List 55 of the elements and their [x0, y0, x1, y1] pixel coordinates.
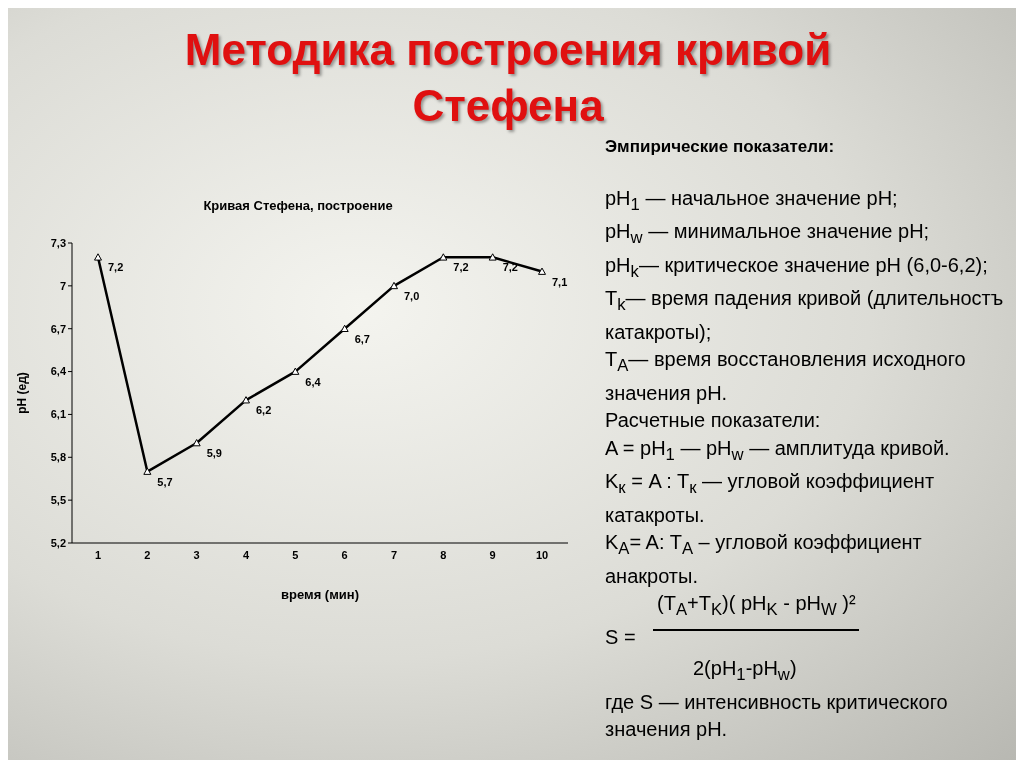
- point: [94, 253, 102, 261]
- point: [192, 439, 201, 447]
- text: K$_{A}$= A: T$_{A}$ – угловой коэффициент анакроты.: [605, 530, 923, 589]
- data-label: 6,7: [354, 332, 370, 345]
- text: 2(pH$_{1}$-pH$_{w}$): [692, 656, 798, 686]
- y-tick-label: 7: [59, 279, 66, 292]
- text: (T$_{A}$+T$_{K}$)( pH$_{K}$ - pH$_{W}$ )²: [657, 592, 856, 619]
- y-tick-label: 6,7: [50, 322, 66, 335]
- point: [488, 253, 497, 261]
- data-label: 7,2: [453, 261, 469, 274]
- x-tick-label: 10: [535, 548, 549, 561]
- point: [390, 281, 398, 290]
- data-label: 7,0: [404, 289, 420, 302]
- text: pH$_{w}$ — минимальное значение pH;: [605, 219, 931, 249]
- point: [291, 367, 300, 375]
- data-label: 6,4: [305, 375, 322, 388]
- text: K$_{к}$ = A : T$_{к}$ — угловой коэффициент катакроты.: [605, 469, 936, 528]
- x-tick-label: 4: [242, 548, 250, 561]
- chart-title: Методика построения кривой Стефена: [183, 24, 833, 132]
- chart-subtitle: Кривая Стефена, построение: [202, 198, 394, 213]
- y-axis-title: pH (ед): [15, 372, 30, 414]
- y-tick-label: 5,2: [50, 536, 66, 549]
- text: pH$_{k}$— критическое значение pH (6,0-6,2);: [605, 252, 989, 283]
- x-tick-label: 3: [193, 548, 200, 561]
- text: pH$_{1}$ — начальное значение pH;: [605, 185, 899, 216]
- text: Эмпирические показатели:: [605, 136, 836, 158]
- point: [439, 253, 448, 261]
- y-tick-label: 5,5: [50, 494, 66, 507]
- text: A = pH$_{1}$ — pH$_{w}$ — амплитуда кривой.: [605, 435, 951, 466]
- y-tick-label: 5,8: [50, 451, 66, 464]
- x-tick-label: 9: [489, 548, 496, 561]
- point: [538, 267, 546, 275]
- data-label: 6,2: [256, 404, 272, 417]
- data-label: 5,7: [157, 475, 173, 488]
- data-label: 7,2: [108, 261, 124, 274]
- text: где S — интенсивность критического значения pH.: [605, 689, 949, 742]
- x-tick-label: 1: [94, 548, 102, 561]
- text: Расчетные показатели:: [605, 408, 822, 433]
- text: T$_{A}$— время восстановления исходного значения pH.: [605, 347, 967, 406]
- data-label: 5,9: [206, 447, 222, 459]
- text: S =: [605, 624, 637, 650]
- x-tick-label: 7: [390, 548, 398, 561]
- point: [242, 396, 250, 404]
- y-tick-label: 7,3: [50, 236, 66, 249]
- x-axis-title: время (мин): [281, 587, 359, 602]
- x-tick-label: 6: [341, 548, 348, 561]
- point: [143, 467, 152, 475]
- x-tick-label: 2: [144, 548, 151, 561]
- y-tick-label: 6,1: [50, 408, 66, 421]
- y-tick-label: 6,4: [50, 365, 67, 378]
- x-tick-label: 5: [292, 548, 299, 561]
- text: T$_{k}$— время падения кривой (длительностъ катакроты);: [605, 286, 1005, 345]
- point: [340, 324, 349, 333]
- data-label: 7,1: [552, 275, 568, 288]
- x-tick-label: 8: [440, 548, 447, 561]
